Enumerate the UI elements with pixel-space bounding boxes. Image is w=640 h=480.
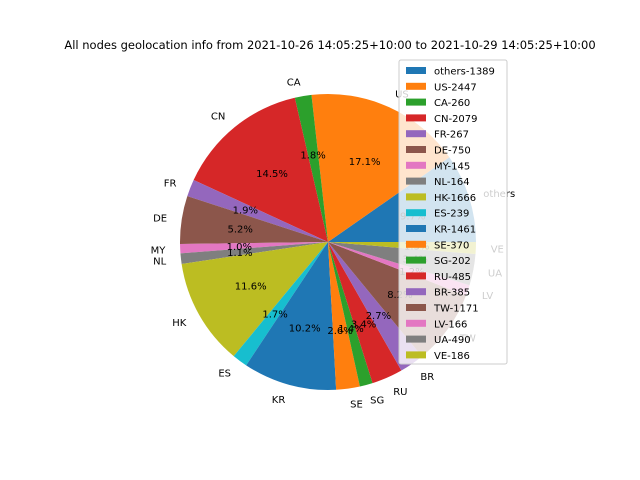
pie-label-my: MY xyxy=(151,245,167,256)
pie-pct-label-my: 1.0% xyxy=(227,242,252,253)
legend-entry-fr: FR-267 xyxy=(434,130,469,141)
legend-swatch-hk xyxy=(406,193,426,201)
legend: others-1389 US-2447 CA-260 CN-2079 FR-267 DE-… xyxy=(398,59,508,365)
pie-slice-de xyxy=(179,196,328,245)
pie-pct-label-nl: 1.1% xyxy=(227,248,252,259)
legend-swatch-de xyxy=(406,146,426,153)
legend-swatch-nl xyxy=(406,177,426,185)
legend-swatch-ve xyxy=(406,351,426,359)
pie-slices xyxy=(179,94,476,391)
legend-swatch-ru xyxy=(406,272,426,280)
legend-swatch-lv xyxy=(406,319,426,327)
legend-swatch-my xyxy=(406,161,426,169)
pie-pct-label-de: 5.2% xyxy=(227,225,252,236)
pie-label-es: ES xyxy=(218,369,231,380)
pie-label-ca: CA xyxy=(287,78,301,89)
pie-label-kr: KR xyxy=(272,395,286,406)
pie-label-fr: FR xyxy=(164,179,177,190)
pie-pct-label-hk: 11.6% xyxy=(235,282,267,293)
pie-label-br: BR xyxy=(420,372,434,383)
pie-pct-label-br: 2.7% xyxy=(366,311,391,322)
legend-entry-nl: NL-164 xyxy=(434,177,470,188)
legend-entry-de: DE-750 xyxy=(434,146,471,157)
pie-label-nl: NL xyxy=(153,256,166,267)
legend-entry-ca: CA-260 xyxy=(434,98,470,109)
pie-slice-se xyxy=(328,242,360,390)
pie-pct-label-ru: 3.4% xyxy=(351,319,376,330)
pie-percent-labels: 9.7%17.1%1.8%14.5%1.9%5.2%1.0%1.1%11.6%1… xyxy=(227,151,430,338)
legend-swatch-br xyxy=(406,288,426,296)
legend-entry-es: ES-239 xyxy=(434,209,469,220)
pie-label-ru: RU xyxy=(393,387,407,398)
legend-entry-ua: UA-490 xyxy=(434,335,471,346)
pie-pct-label-sg: 1.4% xyxy=(338,324,363,335)
pie-slice-hk xyxy=(181,242,328,357)
legend-swatch-cn xyxy=(406,114,426,122)
pie-slice-nl xyxy=(180,242,328,264)
legend-swatch-tw xyxy=(406,304,426,311)
legend-entry-se: SE-370 xyxy=(434,240,469,251)
pie-slice-ru xyxy=(328,242,402,384)
pie-pct-label-us: 17.1% xyxy=(349,157,381,168)
pie-slice-ca xyxy=(294,94,328,243)
pie-pct-label-kr: 10.2% xyxy=(289,324,321,335)
legend-entry-kr: KR-1461 xyxy=(434,225,476,236)
legend-swatch-kr xyxy=(406,225,426,232)
legend-swatch-se xyxy=(406,240,426,248)
pie-label-se: SE xyxy=(350,399,363,410)
pie-pct-label-se: 2.6% xyxy=(327,326,352,337)
pie-label-hk: HK xyxy=(172,318,187,329)
pie-pct-label-fr: 1.9% xyxy=(233,206,258,217)
pie-pct-label-cn: 14.5% xyxy=(256,169,288,180)
chart-title: All nodes geolocation info from 2021-10-… xyxy=(64,38,595,52)
pie-label-sg: SG xyxy=(370,395,384,406)
pie-slice-my xyxy=(180,242,328,254)
legend-swatch-others xyxy=(406,67,426,74)
legend-entry-hk: HK-1666 xyxy=(434,193,476,204)
legend-entry-cn: CN-2079 xyxy=(434,114,478,125)
legend-swatch-us xyxy=(406,82,426,90)
legend-swatch-sg xyxy=(406,256,426,264)
legend-entry-lv: LV-166 xyxy=(434,319,467,330)
pie-slice-es xyxy=(233,242,328,366)
legend-entry-others: others-1389 xyxy=(434,67,495,78)
pie-label-de: DE xyxy=(153,214,167,225)
pie-pct-label-ca: 1.8% xyxy=(300,151,325,162)
pie-slice-fr xyxy=(187,179,328,242)
pie-slice-sg xyxy=(328,242,373,387)
legend-entry-sg: SG-202 xyxy=(434,256,471,267)
legend-swatch-ca xyxy=(406,98,426,106)
legend-swatch-fr xyxy=(406,130,426,138)
legend-swatch-es xyxy=(406,209,426,217)
pie-pct-label-es: 1.7% xyxy=(262,309,287,320)
legend-entry-ru: RU-485 xyxy=(434,272,471,283)
pie-slice-kr xyxy=(246,242,337,391)
legend-entry-br: BR-385 xyxy=(434,288,470,299)
legend-entry-my: MY-145 xyxy=(434,161,470,172)
legend-entry-us: US-2447 xyxy=(434,82,477,93)
legend-entry-ve: VE-186 xyxy=(434,351,470,362)
pie-slice-br xyxy=(328,242,422,371)
pie-label-cn: CN xyxy=(211,112,225,123)
pie-slice-cn xyxy=(193,97,328,243)
legend-entry-tw: TW-1171 xyxy=(433,304,479,315)
legend-swatch-ua xyxy=(406,335,426,343)
